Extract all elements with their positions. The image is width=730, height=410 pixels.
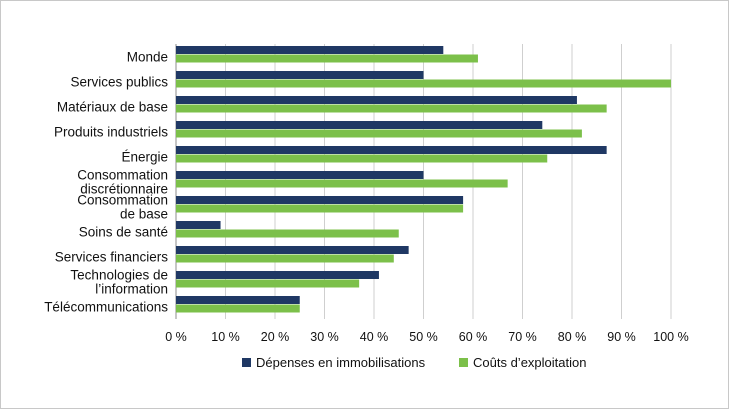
category-label: discrétionnaire	[80, 182, 168, 197]
legend-swatch	[459, 358, 468, 367]
x-tick-label: 60 %	[459, 330, 488, 344]
legend-label: Dépenses en immobilisations	[256, 355, 426, 370]
legend: Dépenses en immobilisations Coûts d’explo…	[242, 355, 586, 370]
bar-opex	[176, 204, 464, 213]
bars	[176, 46, 671, 313]
bar-capex	[176, 46, 444, 54]
bar-capex	[176, 221, 221, 229]
x-tick-label: 70 %	[508, 330, 537, 344]
x-tick-label: 30 %	[310, 330, 339, 344]
category-labels: Monde Services publics Matériaux de base Pr…	[44, 50, 168, 315]
bar-capex	[176, 246, 409, 254]
x-tick-label: 50 %	[409, 330, 438, 344]
category-label: Consommation	[77, 168, 168, 183]
x-tick-label: 40 %	[360, 330, 389, 344]
x-tick-label: 20 %	[261, 330, 290, 344]
x-tick-label: 10 %	[211, 330, 240, 344]
category-label: Énergie	[121, 150, 168, 165]
category-label: Produits industriels	[54, 125, 168, 140]
category-label: Services financiers	[55, 250, 169, 265]
bar-opex	[176, 229, 399, 238]
category-label: Soins de santé	[79, 225, 168, 240]
x-tick-label: 0 %	[165, 330, 187, 344]
bar-capex	[176, 196, 464, 204]
bar-opex	[176, 154, 548, 163]
bar-opex	[176, 304, 300, 313]
x-tick-labels: 0 % 10 % 20 % 30 % 40 % 50 % 60 % 70 % 80 % 90 % 1…	[165, 330, 689, 344]
bar-capex	[176, 146, 607, 154]
bar-capex	[176, 121, 543, 129]
category-label: Technologies de	[70, 268, 168, 283]
category-label: Consommation	[77, 193, 168, 208]
bar-opex	[176, 179, 508, 188]
legend-swatch	[242, 358, 251, 367]
x-tick-label: 80 %	[558, 330, 587, 344]
x-tick-label: 100 %	[653, 330, 688, 344]
category-label: Services publics	[70, 75, 168, 90]
bar-opex	[176, 104, 607, 113]
bar-capex	[176, 271, 379, 279]
x-tick-label: 90 %	[607, 330, 636, 344]
bar-opex	[176, 129, 582, 138]
category-label: Monde	[127, 50, 168, 65]
bar-capex	[176, 296, 300, 304]
bar-opex	[176, 279, 360, 288]
bar-opex	[176, 54, 478, 63]
bar-opex	[176, 254, 394, 263]
bar-capex	[176, 96, 577, 104]
bar-opex	[176, 79, 671, 88]
category-label: Télécommunications	[44, 300, 168, 315]
category-label: de base	[120, 207, 168, 222]
bar-capex	[176, 171, 424, 179]
category-label: l’information	[95, 282, 168, 297]
bar-capex	[176, 71, 424, 79]
legend-label: Coûts d’exploitation	[473, 355, 586, 370]
category-label: Matériaux de base	[57, 100, 168, 115]
